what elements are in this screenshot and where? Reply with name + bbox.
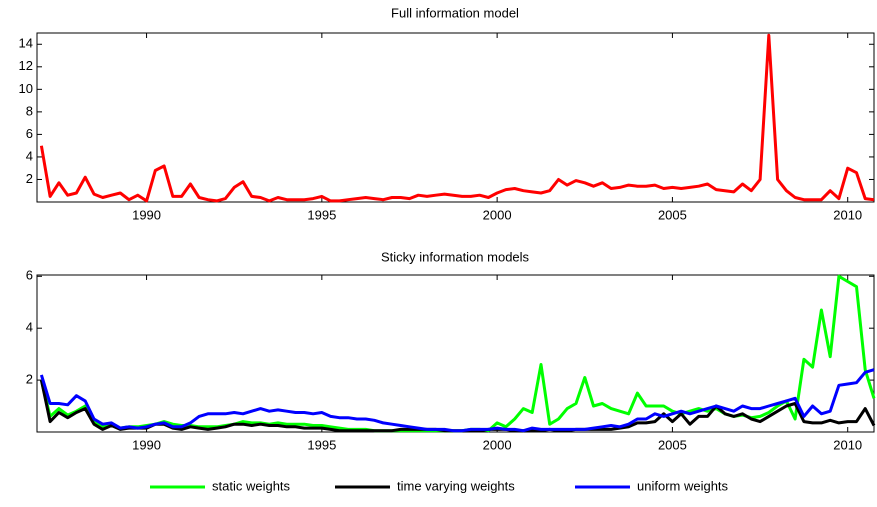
x-tick-label: 1995 <box>307 207 336 222</box>
y-tick-label: 2 <box>26 372 33 387</box>
chart-title: Sticky information models <box>381 249 530 264</box>
data-line <box>39 368 875 433</box>
legend-label: static weights <box>212 478 291 493</box>
y-tick-label: 8 <box>26 103 33 118</box>
y-tick-label: 6 <box>26 268 33 283</box>
data-line <box>39 33 875 203</box>
y-tick-label: 12 <box>19 58 33 73</box>
x-tick-label: 2000 <box>483 437 512 452</box>
x-tick-label: 2000 <box>483 207 512 222</box>
x-tick-label: 1990 <box>132 437 161 452</box>
y-tick-label: 2 <box>26 171 33 186</box>
y-tick-label: 4 <box>26 320 33 335</box>
legend-label: time varying weights <box>397 478 515 493</box>
x-tick-label: 2005 <box>658 207 687 222</box>
x-tick-label: 2005 <box>658 437 687 452</box>
y-tick-label: 6 <box>26 126 33 141</box>
chart-title: Full information model <box>391 5 519 20</box>
x-tick-label: 1990 <box>132 207 161 222</box>
y-tick-label: 14 <box>19 36 33 51</box>
x-tick-label: 2010 <box>833 207 862 222</box>
legend-label: uniform weights <box>637 478 729 493</box>
x-tick-label: 2010 <box>833 437 862 452</box>
y-tick-label: 4 <box>26 148 33 163</box>
plot-frame <box>36 32 875 203</box>
y-tick-label: 10 <box>19 81 33 96</box>
x-tick-label: 1995 <box>307 437 336 452</box>
